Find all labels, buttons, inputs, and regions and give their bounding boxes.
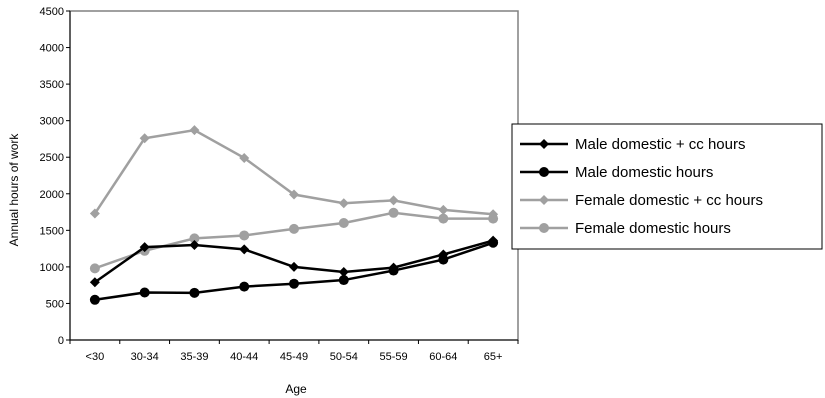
y-tick-label: 4000 — [40, 43, 64, 55]
x-tick-label: 50-54 — [330, 351, 358, 363]
x-tick-label: 55-59 — [379, 351, 407, 363]
series-line — [94, 211, 494, 270]
data-point — [189, 239, 200, 250]
legend-item: Male domestic + cc hours — [520, 136, 746, 153]
plot-frame — [69, 10, 519, 341]
data-point — [239, 281, 250, 292]
x-tick-label: 45-49 — [280, 351, 308, 363]
data-point — [488, 209, 499, 220]
y-tick-label: 500 — [46, 298, 64, 310]
legend-swatch-marker — [539, 195, 549, 205]
data-point — [139, 242, 150, 253]
legend-swatch-marker — [539, 223, 549, 233]
data-point — [338, 267, 349, 278]
data-point — [289, 278, 299, 289]
x-tick-label: 30-34 — [131, 351, 159, 363]
data-point — [289, 189, 299, 200]
series-layer — [89, 125, 499, 305]
data-point — [388, 207, 399, 218]
data-point — [438, 204, 449, 215]
data-point — [89, 277, 100, 288]
y-tick-label: 3500 — [40, 79, 64, 91]
legend-item: Female domestic + cc hours — [520, 192, 763, 209]
legend-swatch-marker — [539, 139, 549, 149]
legend-label: Male domestic hours — [575, 164, 713, 181]
legend-label: Male domestic + cc hours — [575, 136, 746, 153]
series-female-domestic-cc-hours — [89, 125, 499, 220]
data-point — [388, 195, 399, 206]
y-tick-label: 2500 — [40, 152, 64, 164]
data-point — [338, 218, 349, 229]
x-tick-label: 65+ — [484, 351, 503, 363]
legend-label: Female domestic hours — [575, 220, 731, 237]
plot-area — [69, 10, 519, 341]
x-tick-label: <30 — [86, 351, 105, 363]
data-point — [338, 275, 349, 286]
series-line — [93, 128, 494, 216]
legend-item: Male domestic hours — [520, 164, 713, 181]
y-axis-ticks: 0 500 1000 1500 2000 2500 3000 3500 4000 4500 — [40, 6, 70, 347]
data-point — [438, 213, 449, 224]
data-point — [139, 133, 150, 144]
y-axis-title: Annual hours of work — [7, 133, 21, 247]
y-tick-label: 3000 — [40, 116, 64, 128]
y-tick-label: 2000 — [40, 189, 64, 201]
data-point — [189, 287, 200, 298]
data-point — [338, 198, 349, 209]
data-point — [239, 244, 250, 255]
data-point — [289, 261, 299, 272]
x-tick-label: 40-44 — [230, 351, 258, 363]
data-point — [89, 208, 100, 219]
data-point — [488, 235, 499, 246]
x-axis-ticks: <30 30-34 35-39 40-44 45-49 50-54 55-59 60-64 65… — [69, 340, 519, 363]
legend-label: Female domestic + cc hours — [575, 192, 763, 209]
data-point — [139, 287, 150, 298]
data-point — [438, 254, 449, 265]
x-axis-title: Age — [285, 382, 307, 396]
y-tick-label: 0 — [58, 335, 64, 347]
legend-item: Female domestic hours — [520, 220, 731, 237]
series-male-domestic-cc-hours — [89, 235, 499, 288]
data-point — [89, 263, 100, 274]
y-tick-label: 1000 — [40, 262, 64, 274]
y-tick-label: 1500 — [40, 225, 64, 237]
data-point — [289, 223, 299, 234]
y-tick-label: 4500 — [40, 6, 64, 18]
data-point — [239, 152, 250, 163]
legend: Male domestic + cc hours Male domestic ho… — [511, 123, 823, 250]
series-female-domestic-hours — [89, 207, 499, 274]
legend-swatch-marker — [539, 167, 549, 177]
data-point — [388, 262, 399, 273]
data-point — [189, 125, 200, 136]
data-point — [438, 249, 449, 260]
data-point — [239, 230, 250, 241]
x-tick-label: 35-39 — [180, 351, 208, 363]
data-point — [189, 233, 200, 244]
data-point — [89, 294, 100, 305]
x-tick-label: 60-64 — [429, 351, 457, 363]
